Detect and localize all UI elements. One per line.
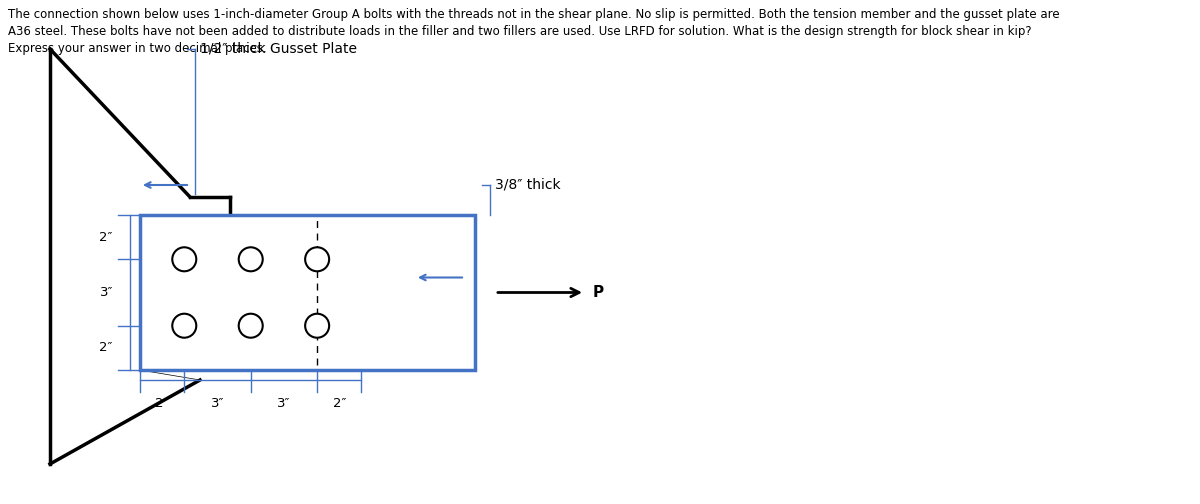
Text: 2″: 2″ xyxy=(155,397,169,410)
Circle shape xyxy=(173,247,197,271)
Text: 3″: 3″ xyxy=(211,397,224,410)
Text: 1/2″ thick Gusset Plate: 1/2″ thick Gusset Plate xyxy=(200,42,358,56)
Text: 3″: 3″ xyxy=(277,397,290,410)
Text: 2″: 2″ xyxy=(100,231,113,243)
Circle shape xyxy=(173,313,197,338)
Text: P: P xyxy=(593,285,604,300)
Circle shape xyxy=(239,247,263,271)
Circle shape xyxy=(305,313,329,338)
Text: 2″: 2″ xyxy=(100,341,113,354)
Text: The connection shown below uses 1-inch-diameter Group A bolts with the threads n: The connection shown below uses 1-inch-d… xyxy=(8,8,1060,55)
Circle shape xyxy=(239,313,263,338)
Text: 3/8″ thick: 3/8″ thick xyxy=(496,178,560,192)
Text: 3″: 3″ xyxy=(100,286,113,299)
Text: 2″: 2″ xyxy=(332,397,346,410)
Bar xyxy=(140,215,475,370)
Circle shape xyxy=(305,247,329,271)
